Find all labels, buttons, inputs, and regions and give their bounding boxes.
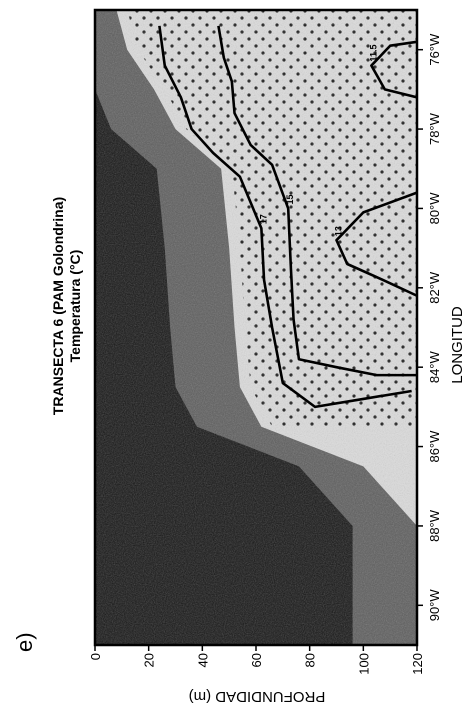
depth-tick-label: 20 (142, 653, 157, 667)
depth-tick-label: 60 (249, 653, 264, 667)
longitude-tick-label: 88°W (427, 509, 442, 542)
contour-label: 13 (334, 226, 344, 236)
longitude-tick-label: 78°W (427, 112, 442, 145)
longitude-tick-label: 84°W (427, 350, 442, 383)
depth-tick-label: 0 (88, 653, 103, 660)
chart-text: TRANSECTA 6 (PAM Golondrina) Temperatura… (50, 197, 466, 705)
axes: 0 20 40 60 80 100 120 90°W 88°W 86°W 84°W 82°W 80°W 7… (88, 8, 442, 675)
depth-tick-label: 100 (356, 653, 371, 675)
longitude-tick-label: 76°W (427, 33, 442, 66)
longitude-tick-label: 80°W (427, 192, 442, 225)
chart-title: TRANSECTA 6 (PAM Golondrina) (50, 197, 66, 415)
plot-area: 15 17 13 11.5 (95, 10, 417, 645)
depth-tick-label: 120 (410, 653, 425, 675)
grain-texture (95, 10, 417, 645)
longitude-tick-label: 90°W (427, 589, 442, 622)
contour-line (335, 191, 417, 297)
contour-line (370, 40, 417, 99)
longitude-tick-label: 82°W (427, 271, 442, 304)
longitude-tick-label: 86°W (427, 430, 442, 463)
contour-line (158, 25, 412, 409)
y-axis-label: PROFUNDIDAD (m) (189, 688, 326, 705)
chart-subtitle: Temperatura (°C) (67, 250, 83, 363)
contour-line (217, 25, 417, 377)
contour-label: 15 (285, 194, 295, 204)
contour-label: 11.5 (368, 45, 378, 62)
contour-label: 17 (258, 214, 268, 224)
depth-tick-label: 80 (303, 653, 318, 667)
x-axis-label: LONGITUD (449, 306, 466, 384)
panel-label: e) (12, 632, 37, 652)
depth-tick-label: 40 (195, 653, 210, 667)
